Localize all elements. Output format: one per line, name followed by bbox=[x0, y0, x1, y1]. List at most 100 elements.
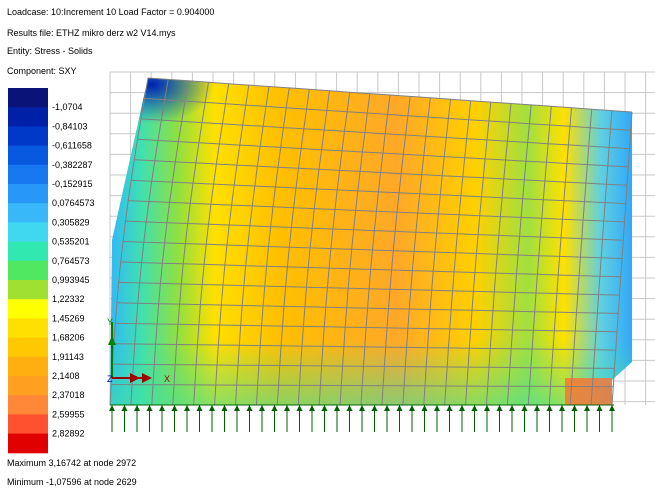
support-head bbox=[221, 405, 228, 411]
support-head bbox=[196, 405, 203, 411]
legend-label: 2,37018 bbox=[52, 390, 85, 400]
legend-band bbox=[8, 395, 48, 415]
legend-label: 1,68206 bbox=[52, 333, 85, 343]
axis-triad: Y Z X bbox=[107, 317, 170, 384]
legend-label: 2,1408 bbox=[52, 371, 80, 381]
legend-band bbox=[8, 241, 48, 262]
legend-band bbox=[8, 184, 48, 204]
support-head bbox=[471, 405, 478, 411]
support-head bbox=[409, 405, 415, 411]
x-arrow-head bbox=[142, 373, 152, 383]
mesh-line bbox=[134, 159, 628, 186]
mesh-line bbox=[116, 302, 619, 314]
legend-band bbox=[8, 126, 48, 147]
support-head bbox=[234, 405, 240, 411]
legend-band bbox=[8, 145, 48, 166]
legend-label: -0,84103 bbox=[52, 121, 88, 131]
mesh-line bbox=[140, 118, 630, 150]
support-head bbox=[459, 405, 465, 411]
hot-spot bbox=[565, 378, 612, 405]
legend-label: 0,305829 bbox=[52, 217, 90, 227]
legend-label: -0,382287 bbox=[52, 160, 93, 170]
legend-label: -1,0704 bbox=[52, 102, 83, 112]
y-axis-label: Y bbox=[107, 317, 113, 327]
legend-label: 1,91143 bbox=[52, 352, 84, 362]
legend-band bbox=[8, 222, 48, 243]
legend-band bbox=[8, 107, 48, 127]
legend-band bbox=[8, 260, 48, 281]
support-head bbox=[559, 405, 565, 411]
mesh-line bbox=[128, 200, 625, 223]
body-corner bbox=[110, 78, 632, 405]
support-head bbox=[571, 405, 578, 411]
mesh-line bbox=[115, 322, 618, 333]
mesh-line bbox=[111, 384, 614, 388]
support-head bbox=[296, 405, 303, 411]
legend-band bbox=[8, 299, 48, 319]
support-head bbox=[359, 405, 365, 411]
legend: -1,0704 -0,84103 -0,611658 -0,382287 -0,1529… bbox=[8, 88, 95, 454]
support-head bbox=[396, 405, 403, 411]
legend-label: 0,993945 bbox=[52, 275, 90, 285]
legend-label: 1,22332 bbox=[52, 294, 85, 304]
y-arrow-head bbox=[108, 336, 116, 345]
support-head bbox=[609, 405, 615, 411]
entity: Entity: Stress - Solids bbox=[7, 46, 93, 56]
support-head bbox=[334, 405, 340, 411]
mesh-line bbox=[112, 363, 615, 369]
legend-label: 2,82892 bbox=[52, 429, 85, 439]
support-head bbox=[534, 405, 540, 411]
mesh-line bbox=[118, 281, 620, 296]
legend-label: -0,152915 bbox=[52, 179, 93, 189]
support-head bbox=[371, 405, 378, 411]
support-head bbox=[259, 405, 265, 411]
support-head bbox=[346, 405, 353, 411]
mesh-line bbox=[125, 220, 624, 241]
legend-band bbox=[8, 414, 48, 435]
legend-label: 0,535201 bbox=[52, 237, 90, 247]
support-head bbox=[584, 405, 590, 411]
component: Component: SXY bbox=[7, 66, 77, 76]
maximum: Maximum 3,16742 at node 2972 bbox=[7, 458, 137, 468]
support-head bbox=[159, 405, 165, 411]
support-head bbox=[484, 405, 490, 411]
support-head bbox=[246, 405, 253, 411]
legend-band bbox=[8, 376, 48, 396]
mesh-line bbox=[122, 241, 623, 259]
support-head bbox=[146, 405, 153, 411]
legend-band bbox=[8, 337, 48, 358]
legend-label: 0,0764573 bbox=[52, 198, 95, 208]
legend-band bbox=[8, 164, 48, 185]
legend-band bbox=[8, 433, 48, 454]
mesh-line bbox=[120, 261, 621, 278]
support-head bbox=[184, 405, 190, 411]
support-head bbox=[521, 405, 528, 411]
minimum: Minimum -1,07596 at node 2629 bbox=[7, 477, 137, 487]
mesh-line bbox=[144, 97, 631, 131]
support-head bbox=[546, 405, 553, 411]
legend-band bbox=[8, 88, 48, 108]
support-head bbox=[209, 405, 215, 411]
mesh-line bbox=[113, 343, 616, 351]
support-head bbox=[321, 405, 328, 411]
support-head bbox=[109, 405, 115, 411]
legend-label: 1,45269 bbox=[52, 313, 85, 323]
support-head bbox=[121, 405, 128, 411]
support-head bbox=[134, 405, 140, 411]
support-head bbox=[509, 405, 515, 411]
z-axis-label: Z bbox=[107, 374, 113, 384]
legend-label: 0,764573 bbox=[52, 256, 90, 266]
x-axis-label: X bbox=[164, 374, 170, 384]
support-head bbox=[384, 405, 390, 411]
support-head bbox=[446, 405, 453, 411]
mesh-line bbox=[131, 179, 626, 205]
support-head bbox=[309, 405, 315, 411]
support-head bbox=[421, 405, 428, 411]
legend-label: -0,611658 bbox=[52, 141, 92, 151]
support-head bbox=[434, 405, 440, 411]
legend-band bbox=[8, 318, 48, 339]
supports bbox=[109, 404, 615, 432]
legend-label: 2,59955 bbox=[52, 409, 85, 419]
